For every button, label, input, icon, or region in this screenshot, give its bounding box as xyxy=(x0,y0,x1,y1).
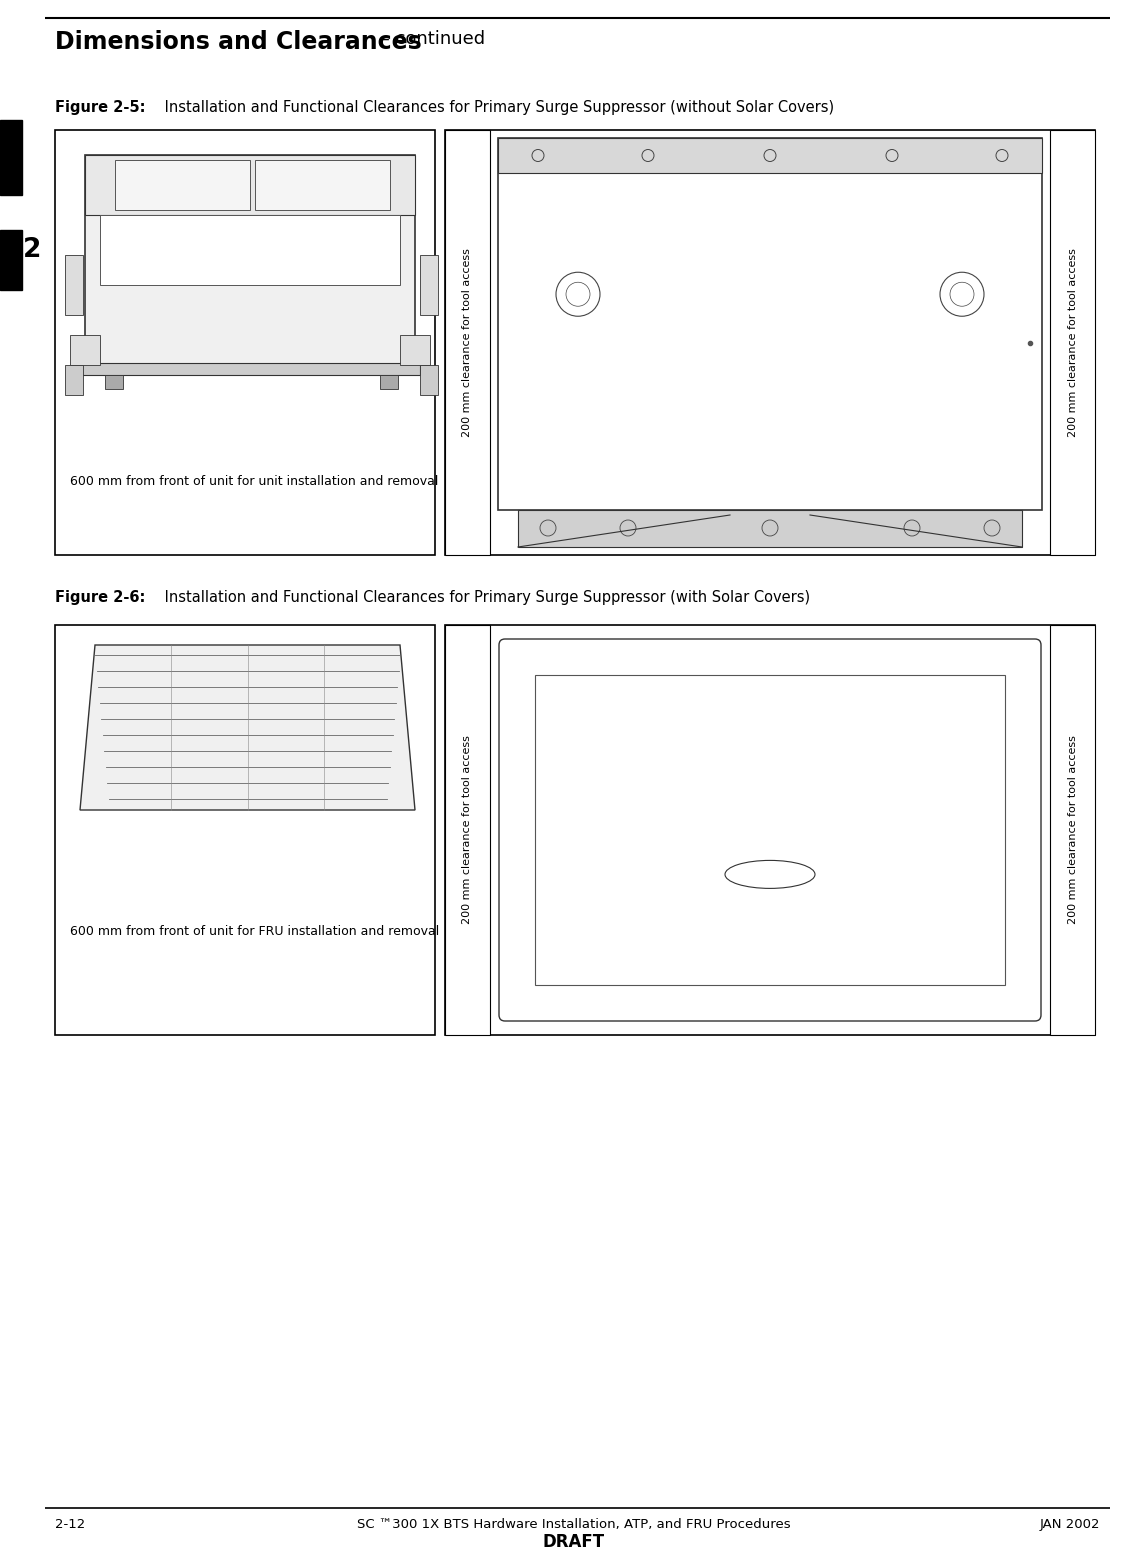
Text: JAN 2002: JAN 2002 xyxy=(1039,1517,1100,1531)
Text: 600 mm from front of unit for FRU installation and removal: 600 mm from front of unit for FRU instal… xyxy=(70,926,440,938)
Bar xyxy=(445,130,1095,554)
Bar xyxy=(498,138,1042,172)
Text: – continued: – continued xyxy=(375,30,486,48)
Bar xyxy=(535,676,1004,985)
Polygon shape xyxy=(80,644,414,811)
Bar xyxy=(255,160,390,210)
Text: 200 mm clearance for tool access: 200 mm clearance for tool access xyxy=(463,248,473,436)
Bar xyxy=(65,365,83,394)
Circle shape xyxy=(903,520,920,536)
Bar xyxy=(445,130,490,554)
Bar xyxy=(0,120,22,196)
Bar xyxy=(104,374,123,388)
Text: Figure 2-5:: Figure 2-5: xyxy=(55,99,146,115)
Bar xyxy=(115,160,250,210)
Text: 200 mm clearance for tool access: 200 mm clearance for tool access xyxy=(1068,248,1078,436)
Text: Installation and Functional Clearances for Primary Surge Suppressor (with Solar : Installation and Functional Clearances f… xyxy=(160,590,810,606)
Text: 200 mm clearance for tool access: 200 mm clearance for tool access xyxy=(463,736,473,924)
Bar xyxy=(380,374,398,388)
Bar xyxy=(400,335,430,365)
Bar xyxy=(498,138,1042,509)
Text: Dimensions and Clearances: Dimensions and Clearances xyxy=(55,30,421,54)
Bar xyxy=(65,255,83,315)
Bar xyxy=(55,624,435,1034)
Bar xyxy=(55,130,435,554)
Bar xyxy=(1050,624,1095,1034)
Text: 600 mm from front of unit for unit installation and removal: 600 mm from front of unit for unit insta… xyxy=(70,475,439,488)
Circle shape xyxy=(540,520,556,536)
Text: Installation and Functional Clearances for Primary Surge Suppressor (without Sol: Installation and Functional Clearances f… xyxy=(160,99,835,115)
Text: DRAFT: DRAFT xyxy=(543,1533,605,1551)
Bar xyxy=(70,335,100,365)
FancyBboxPatch shape xyxy=(499,638,1041,1020)
Text: 2-12: 2-12 xyxy=(55,1517,85,1531)
Text: Figure 2-6:: Figure 2-6: xyxy=(55,590,146,606)
Bar xyxy=(0,230,22,290)
Bar xyxy=(1050,130,1095,554)
Bar xyxy=(85,155,414,214)
Bar xyxy=(80,363,420,374)
Bar xyxy=(420,365,439,394)
Circle shape xyxy=(984,520,1000,536)
Text: 200 mm clearance for tool access: 200 mm clearance for tool access xyxy=(1068,736,1078,924)
Bar xyxy=(518,509,1022,547)
Text: 2: 2 xyxy=(23,238,41,262)
Bar xyxy=(445,624,490,1034)
Bar xyxy=(100,214,400,286)
Text: SC ™300 1X BTS Hardware Installation, ATP, and FRU Procedures: SC ™300 1X BTS Hardware Installation, AT… xyxy=(357,1517,791,1531)
Circle shape xyxy=(762,520,778,536)
Bar xyxy=(420,255,439,315)
Bar xyxy=(85,155,414,374)
Circle shape xyxy=(620,520,636,536)
Bar xyxy=(445,624,1095,1034)
